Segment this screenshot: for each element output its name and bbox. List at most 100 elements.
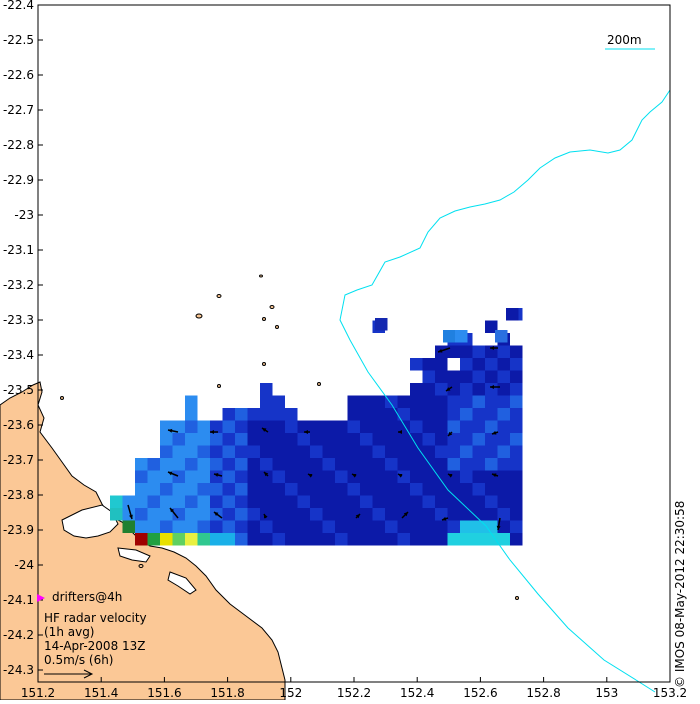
velocity-cell xyxy=(385,408,398,421)
velocity-cell xyxy=(397,533,410,546)
y-tick-label: -22.8 xyxy=(3,138,34,152)
velocity-cell xyxy=(260,483,273,496)
velocity-cell xyxy=(372,420,385,433)
velocity-cell xyxy=(197,470,210,483)
velocity-cell xyxy=(497,358,510,371)
velocity-cell xyxy=(185,408,198,421)
x-tick-label: 152 xyxy=(279,686,302,700)
velocity-cell xyxy=(322,520,335,533)
velocity-cell xyxy=(310,495,323,508)
velocity-cell xyxy=(472,358,485,371)
velocity-cell xyxy=(110,508,123,521)
velocity-cell xyxy=(185,470,198,483)
velocity-cell xyxy=(347,483,360,496)
velocity-cell xyxy=(335,533,348,546)
velocity-cell xyxy=(235,520,248,533)
velocity-cell xyxy=(485,383,498,396)
x-tick-label: 152.2 xyxy=(337,686,371,700)
velocity-arrow xyxy=(397,473,403,478)
velocity-cell xyxy=(335,433,348,446)
velocity-cell xyxy=(435,508,448,521)
velocity-cell xyxy=(447,483,460,496)
velocity-cell xyxy=(510,520,523,533)
velocity-cell xyxy=(335,495,348,508)
velocity-cell xyxy=(460,395,473,408)
velocity-cell xyxy=(460,433,473,446)
velocity-cell xyxy=(510,495,523,508)
velocity-cell xyxy=(497,458,510,471)
velocity-cell xyxy=(372,533,385,546)
velocity-arrow xyxy=(490,346,498,350)
velocity-cell xyxy=(347,433,360,446)
velocity-cell xyxy=(110,495,123,508)
velocity-cell xyxy=(310,533,323,546)
velocity-cell xyxy=(460,408,473,421)
velocity-cell xyxy=(447,420,460,433)
velocity-cell xyxy=(285,433,298,446)
velocity-cell xyxy=(247,470,260,483)
velocity-cell xyxy=(210,495,223,508)
velocity-cell xyxy=(160,483,173,496)
velocity-cell xyxy=(247,445,260,458)
velocity-cell xyxy=(172,445,185,458)
velocity-cell xyxy=(397,483,410,496)
velocity-cell xyxy=(210,458,223,471)
y-tick-label: -23.5 xyxy=(3,383,34,397)
drifters-label: drifters@4h xyxy=(52,590,122,604)
velocity-cell xyxy=(472,520,485,533)
velocity-cell xyxy=(197,445,210,458)
velocity-cell xyxy=(272,420,285,433)
velocity-cell xyxy=(497,445,510,458)
velocity-cell xyxy=(260,433,273,446)
velocity-cell xyxy=(385,508,398,521)
velocity-cell xyxy=(297,420,310,433)
velocity-cell xyxy=(497,433,510,446)
velocity-cell xyxy=(422,445,435,458)
velocity-cell xyxy=(435,370,448,383)
velocity-cell xyxy=(147,458,160,471)
velocity-cell xyxy=(185,458,198,471)
velocity-cell xyxy=(135,470,148,483)
velocity-cell xyxy=(285,458,298,471)
velocity-cell xyxy=(147,483,160,496)
velocity-cell xyxy=(510,408,523,421)
velocity-cell xyxy=(322,470,335,483)
velocity-cell xyxy=(397,520,410,533)
velocity-cell xyxy=(447,345,460,358)
velocity-cell xyxy=(397,495,410,508)
velocity-cell xyxy=(385,433,398,446)
velocity-cell xyxy=(422,520,435,533)
velocity-cell xyxy=(135,533,148,546)
velocity-cell xyxy=(272,445,285,458)
velocity-cell xyxy=(472,395,485,408)
velocity-cell xyxy=(272,458,285,471)
velocity-arrow xyxy=(213,511,223,519)
velocity-cell xyxy=(460,383,473,396)
velocity-cell xyxy=(185,420,198,433)
velocity-cell xyxy=(410,520,423,533)
velocity-cell xyxy=(235,483,248,496)
velocity-cell xyxy=(222,445,235,458)
x-axis: 151.2 151.4 151.6 151.8 152 152.2 152.4 152.6 15… xyxy=(21,677,687,700)
velocity-cell xyxy=(385,395,398,408)
y-tick-label: -23.8 xyxy=(3,488,34,502)
velocity-cell xyxy=(172,470,185,483)
y-tick-label: -22.6 xyxy=(3,68,34,82)
velocity-cell xyxy=(495,330,508,343)
velocity-cell xyxy=(435,483,448,496)
velocity-cell xyxy=(235,408,248,421)
velocity-cell xyxy=(222,433,235,446)
velocity-cell xyxy=(147,520,160,533)
velocity-cell xyxy=(372,395,385,408)
velocity-cell xyxy=(422,533,435,546)
velocity-cell xyxy=(472,458,485,471)
velocity-arrow xyxy=(263,471,269,477)
velocity-cell xyxy=(422,508,435,521)
velocity-cell xyxy=(472,445,485,458)
velocity-cell xyxy=(372,458,385,471)
velocity-cell xyxy=(422,433,435,446)
velocity-cell xyxy=(485,420,498,433)
velocity-cell xyxy=(285,420,298,433)
velocity-cell xyxy=(497,383,510,396)
